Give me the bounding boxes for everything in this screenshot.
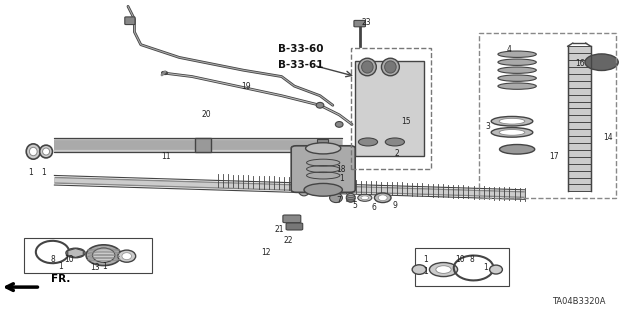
FancyBboxPatch shape	[354, 20, 365, 27]
Text: 21: 21	[275, 225, 284, 234]
Text: 10: 10	[454, 256, 465, 264]
Ellipse shape	[492, 128, 532, 137]
Text: TA04B3320A: TA04B3320A	[552, 297, 606, 306]
FancyBboxPatch shape	[355, 61, 424, 156]
FancyBboxPatch shape	[195, 138, 211, 152]
Text: 3: 3	[485, 122, 490, 130]
Ellipse shape	[335, 122, 343, 127]
Ellipse shape	[330, 193, 342, 203]
Text: 10: 10	[64, 256, 74, 264]
Ellipse shape	[498, 83, 536, 89]
Ellipse shape	[498, 67, 536, 73]
Text: 1: 1	[102, 262, 107, 271]
Text: 7: 7	[337, 197, 342, 205]
Text: 22: 22	[284, 236, 293, 245]
Text: 8: 8	[470, 256, 475, 264]
Circle shape	[585, 54, 618, 70]
Ellipse shape	[93, 248, 115, 262]
Ellipse shape	[306, 143, 341, 154]
Ellipse shape	[358, 58, 376, 76]
Ellipse shape	[298, 184, 310, 196]
Ellipse shape	[490, 265, 502, 274]
Ellipse shape	[358, 194, 372, 201]
Text: 1: 1	[423, 256, 428, 264]
Ellipse shape	[381, 58, 399, 76]
Text: 1: 1	[423, 267, 428, 276]
Ellipse shape	[498, 75, 536, 81]
FancyBboxPatch shape	[568, 46, 591, 191]
Text: 18: 18	[337, 165, 346, 174]
Text: 9: 9	[392, 201, 397, 210]
Ellipse shape	[122, 253, 132, 260]
Ellipse shape	[385, 61, 396, 73]
Ellipse shape	[86, 245, 122, 265]
FancyBboxPatch shape	[283, 215, 301, 223]
Ellipse shape	[498, 59, 536, 65]
Text: 8: 8	[50, 256, 55, 264]
Ellipse shape	[361, 196, 369, 200]
Ellipse shape	[378, 195, 387, 201]
Circle shape	[66, 248, 85, 258]
Text: 11: 11	[162, 152, 171, 161]
Text: 1: 1	[28, 168, 33, 177]
Text: FR.: FR.	[51, 274, 70, 284]
Ellipse shape	[358, 138, 378, 146]
Ellipse shape	[304, 183, 342, 196]
Circle shape	[429, 263, 458, 277]
Text: 17: 17	[548, 152, 559, 161]
Ellipse shape	[362, 61, 373, 73]
Text: 13: 13	[90, 263, 100, 272]
FancyBboxPatch shape	[291, 146, 355, 192]
Ellipse shape	[499, 130, 525, 135]
Ellipse shape	[346, 193, 355, 202]
Text: 1: 1	[58, 262, 63, 271]
Ellipse shape	[374, 193, 391, 203]
Ellipse shape	[29, 147, 37, 156]
Text: 15: 15	[401, 117, 412, 126]
Text: 5: 5	[353, 201, 358, 210]
Text: 23: 23	[361, 19, 371, 27]
Ellipse shape	[492, 116, 532, 126]
Ellipse shape	[316, 102, 324, 108]
FancyBboxPatch shape	[286, 223, 303, 230]
FancyBboxPatch shape	[125, 17, 135, 25]
Text: 19: 19	[241, 82, 252, 91]
Text: 1: 1	[41, 168, 46, 177]
Text: B-33-61: B-33-61	[278, 60, 324, 70]
Ellipse shape	[42, 148, 50, 155]
Ellipse shape	[385, 138, 404, 146]
Text: 14: 14	[603, 133, 613, 142]
Ellipse shape	[412, 265, 426, 274]
Text: 4: 4	[506, 45, 511, 54]
Text: 20: 20	[201, 110, 211, 119]
Text: 16: 16	[575, 59, 586, 68]
Text: 12: 12	[261, 248, 270, 256]
Circle shape	[436, 266, 451, 273]
Text: 1: 1	[339, 174, 344, 183]
FancyBboxPatch shape	[317, 139, 328, 151]
Ellipse shape	[118, 250, 136, 262]
Text: 6: 6	[371, 203, 376, 212]
Ellipse shape	[499, 145, 535, 154]
Ellipse shape	[40, 145, 52, 158]
Text: 1: 1	[483, 263, 488, 272]
Text: B-33-60: B-33-60	[278, 44, 324, 55]
Ellipse shape	[499, 118, 525, 124]
Text: 2: 2	[394, 149, 399, 158]
Ellipse shape	[498, 51, 536, 57]
Ellipse shape	[26, 144, 40, 159]
